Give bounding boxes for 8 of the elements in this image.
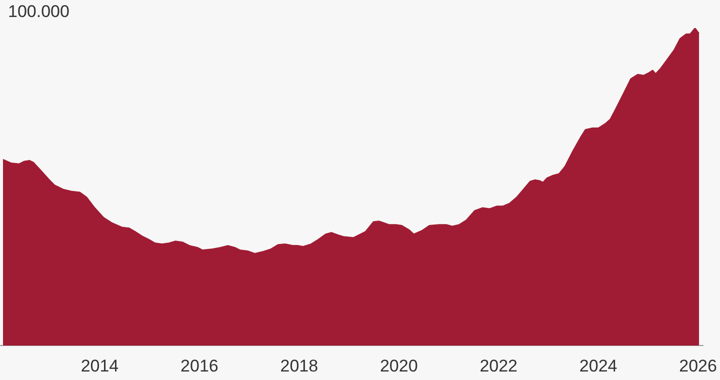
x-tick-label: 2014 <box>80 356 119 376</box>
text: 100.000 <box>8 2 70 22</box>
x-tick-label: 2026 <box>679 356 717 376</box>
x-tick-label: 2022 <box>480 356 518 376</box>
x-tick-label: 2016 <box>180 356 218 376</box>
x-tick-label: 2018 <box>280 356 318 376</box>
x-tick-label: 2024 <box>579 356 618 376</box>
x-tick-label: 2020 <box>380 356 418 376</box>
